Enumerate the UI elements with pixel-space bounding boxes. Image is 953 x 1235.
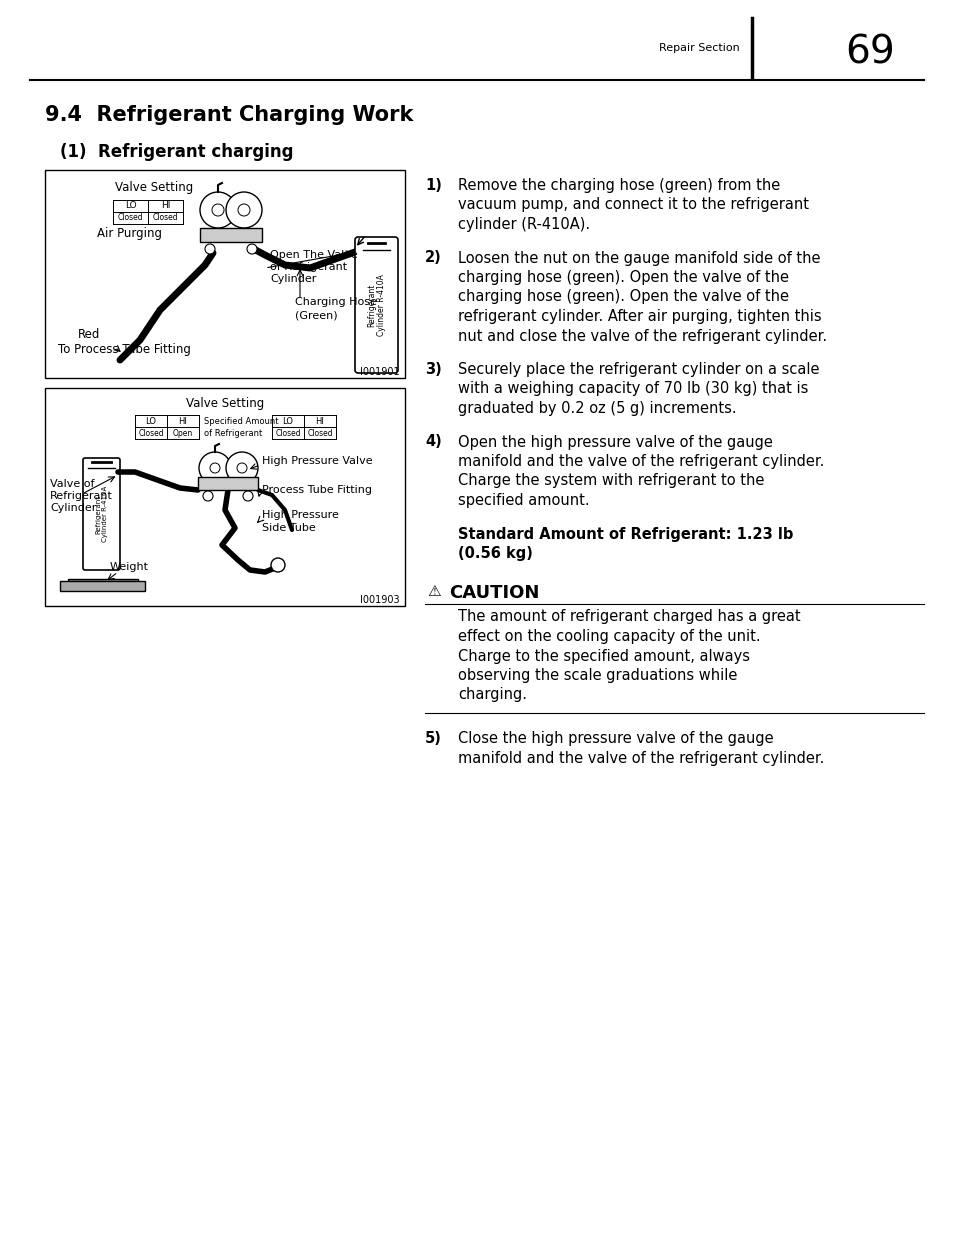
- Bar: [198, 477, 257, 490]
- Circle shape: [236, 463, 247, 473]
- Text: of Refrigerant: of Refrigerant: [270, 262, 347, 272]
- Text: ⚠: ⚠: [427, 583, 440, 599]
- Text: Refrigerant
Cylinder R-410A: Refrigerant Cylinder R-410A: [95, 485, 108, 542]
- Text: refrigerant cylinder. After air purging, tighten this: refrigerant cylinder. After air purging,…: [457, 309, 821, 324]
- Text: High Pressure: High Pressure: [262, 510, 338, 520]
- Text: Cylinder: Cylinder: [50, 503, 96, 513]
- Text: LO: LO: [146, 416, 156, 426]
- Text: Charge the system with refrigerant to the: Charge the system with refrigerant to th…: [457, 473, 763, 489]
- Text: vacuum pump, and connect it to the refrigerant: vacuum pump, and connect it to the refri…: [457, 198, 808, 212]
- Text: Specified Amount: Specified Amount: [204, 416, 278, 426]
- Text: 4): 4): [424, 435, 441, 450]
- Circle shape: [205, 245, 214, 254]
- Text: cylinder (R-410A).: cylinder (R-410A).: [457, 217, 590, 232]
- Text: Charge to the specified amount, always: Charge to the specified amount, always: [457, 648, 749, 663]
- Text: Air Purging: Air Purging: [97, 226, 162, 240]
- Text: with a weighing capacity of 70 lb (30 kg) that is: with a weighing capacity of 70 lb (30 kg…: [457, 382, 807, 396]
- Circle shape: [247, 245, 256, 254]
- Bar: [200, 228, 262, 242]
- Text: To Process Tube Fitting: To Process Tube Fitting: [58, 343, 191, 357]
- Text: Loosen the nut on the gauge manifold side of the: Loosen the nut on the gauge manifold sid…: [457, 251, 820, 266]
- Text: I001903: I001903: [360, 595, 399, 605]
- Circle shape: [203, 492, 213, 501]
- Text: manifold and the valve of the refrigerant cylinder.: manifold and the valve of the refrigeran…: [457, 454, 823, 469]
- Circle shape: [226, 191, 262, 228]
- Bar: [45, 388, 405, 606]
- Text: HI: HI: [315, 416, 324, 426]
- Text: Cylinder: Cylinder: [270, 274, 316, 284]
- Text: charging hose (green). Open the valve of the: charging hose (green). Open the valve of…: [457, 270, 788, 285]
- Text: CAUTION: CAUTION: [449, 583, 538, 601]
- Text: Open The Valve: Open The Valve: [270, 249, 357, 261]
- FancyBboxPatch shape: [355, 237, 397, 373]
- Text: Closed: Closed: [307, 429, 333, 437]
- Bar: [68, 579, 138, 585]
- Text: (0.56 kg): (0.56 kg): [457, 546, 533, 561]
- Text: 2): 2): [424, 251, 441, 266]
- Text: Remove the charging hose (green) from the: Remove the charging hose (green) from th…: [457, 178, 780, 193]
- Text: Side Tube: Side Tube: [262, 522, 315, 534]
- Text: Valve of: Valve of: [50, 479, 94, 489]
- Circle shape: [243, 492, 253, 501]
- Text: 9.4  Refrigerant Charging Work: 9.4 Refrigerant Charging Work: [45, 105, 413, 125]
- Circle shape: [237, 204, 250, 216]
- Text: 1): 1): [424, 178, 441, 193]
- Text: Closed: Closed: [152, 214, 178, 222]
- Text: Refrigerant
Cylinder R-410A: Refrigerant Cylinder R-410A: [366, 274, 386, 336]
- Text: nut and close the valve of the refrigerant cylinder.: nut and close the valve of the refrigera…: [457, 329, 826, 343]
- Text: Standard Amount of Refrigerant: 1.23 lb: Standard Amount of Refrigerant: 1.23 lb: [457, 526, 793, 541]
- Text: observing the scale graduations while: observing the scale graduations while: [457, 668, 737, 683]
- Text: Refrigerant: Refrigerant: [50, 492, 112, 501]
- Text: Closed: Closed: [117, 214, 143, 222]
- Text: 5): 5): [424, 731, 441, 746]
- Text: manifold and the valve of the refrigerant cylinder.: manifold and the valve of the refrigeran…: [457, 751, 823, 766]
- Circle shape: [210, 463, 220, 473]
- Text: (Green): (Green): [294, 311, 337, 321]
- Text: charging hose (green). Open the valve of the: charging hose (green). Open the valve of…: [457, 289, 788, 305]
- Text: LO: LO: [125, 201, 136, 210]
- Text: Valve Setting: Valve Setting: [186, 398, 264, 410]
- Text: graduated by 0.2 oz (5 g) increments.: graduated by 0.2 oz (5 g) increments.: [457, 401, 736, 416]
- Text: Weight: Weight: [110, 562, 149, 572]
- Text: Process Tube Fitting: Process Tube Fitting: [262, 485, 372, 495]
- Text: The amount of refrigerant charged has a great: The amount of refrigerant charged has a …: [457, 610, 800, 625]
- Circle shape: [271, 558, 285, 572]
- Text: effect on the cooling capacity of the unit.: effect on the cooling capacity of the un…: [457, 629, 760, 643]
- Text: Valve Setting: Valve Setting: [115, 182, 193, 194]
- FancyBboxPatch shape: [83, 458, 120, 571]
- Text: I001901: I001901: [360, 367, 399, 377]
- Text: Repair Section: Repair Section: [659, 43, 740, 53]
- Text: Open the high pressure valve of the gauge: Open the high pressure valve of the gaug…: [457, 435, 772, 450]
- Text: of Refrigerant: of Refrigerant: [204, 429, 262, 437]
- Text: HI: HI: [161, 201, 170, 210]
- Text: (1)  Refrigerant charging: (1) Refrigerant charging: [60, 143, 294, 161]
- Circle shape: [199, 452, 231, 484]
- Text: Close the high pressure valve of the gauge: Close the high pressure valve of the gau…: [457, 731, 773, 746]
- Text: High Pressure Valve: High Pressure Valve: [262, 456, 373, 466]
- Text: Charging Hose: Charging Hose: [294, 296, 376, 308]
- Text: Closed: Closed: [274, 429, 300, 437]
- Text: HI: HI: [178, 416, 187, 426]
- Text: charging.: charging.: [457, 688, 526, 703]
- Circle shape: [212, 204, 224, 216]
- Text: 3): 3): [424, 362, 441, 377]
- Text: Securely place the refrigerant cylinder on a scale: Securely place the refrigerant cylinder …: [457, 362, 819, 377]
- Bar: [60, 580, 145, 592]
- Circle shape: [200, 191, 235, 228]
- Text: LO: LO: [282, 416, 294, 426]
- Circle shape: [226, 452, 257, 484]
- Bar: [45, 170, 405, 378]
- Text: Closed: Closed: [138, 429, 164, 437]
- Text: Open: Open: [172, 429, 193, 437]
- Text: Red: Red: [78, 329, 100, 342]
- Text: specified amount.: specified amount.: [457, 493, 589, 508]
- Text: 69: 69: [844, 33, 894, 70]
